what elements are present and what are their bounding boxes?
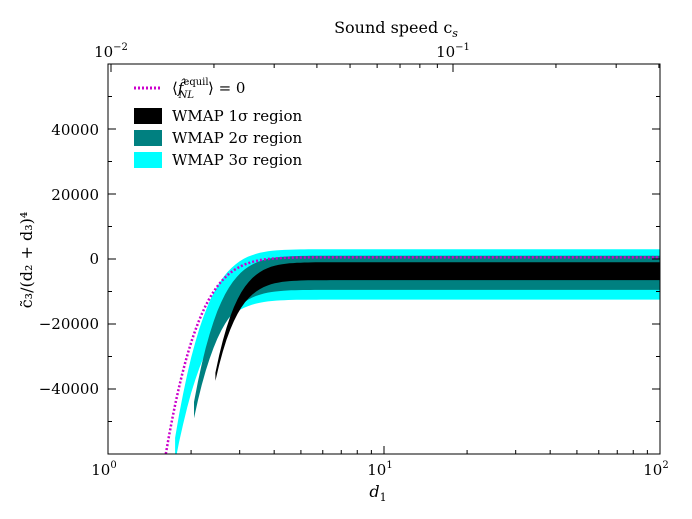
legend-key-2sigma — [134, 130, 162, 146]
y-axis-title: c̃₃/(d₂ + d₃)⁴ — [17, 212, 36, 309]
legend-key-1sigma — [134, 108, 162, 124]
legend: ⟨f̂equil NL ⟩ = 0 WMAP 1σ region WMAP 2σ r… — [134, 77, 302, 169]
legend-label-fnl: ⟨f̂equil NL ⟩ = 0 — [172, 77, 245, 101]
x-tick-label-1: 100 — [91, 460, 116, 479]
legend-key-3sigma — [134, 152, 162, 168]
curve-fnl-zero — [164, 256, 660, 454]
y-tick-label-20000: 20000 — [51, 186, 99, 204]
legend-label-2sigma: WMAP 2σ region — [172, 129, 302, 147]
top-axis-title: Sound speed cs — [334, 18, 458, 40]
x-axis-title: d1 — [369, 482, 386, 504]
tick-marks — [107, 64, 661, 454]
y-tick-label-0: 0 — [89, 250, 99, 268]
x-tick-label-100: 102 — [643, 460, 668, 479]
y-tick-label-minus-40000: −40000 — [39, 380, 99, 398]
x-tick-label-10: 101 — [367, 460, 392, 479]
top-tick-label-1: 10−1 — [436, 42, 470, 61]
legend-label-1sigma: WMAP 1σ region — [172, 107, 302, 125]
plot-area — [164, 249, 660, 454]
band-1sigma — [215, 262, 660, 381]
legend-label-3sigma: WMAP 3σ region — [172, 151, 302, 169]
top-tick-label-0: 10−2 — [94, 42, 128, 61]
y-tick-label-minus-20000: −20000 — [39, 315, 99, 333]
y-tick-label-40000: 40000 — [51, 121, 99, 139]
